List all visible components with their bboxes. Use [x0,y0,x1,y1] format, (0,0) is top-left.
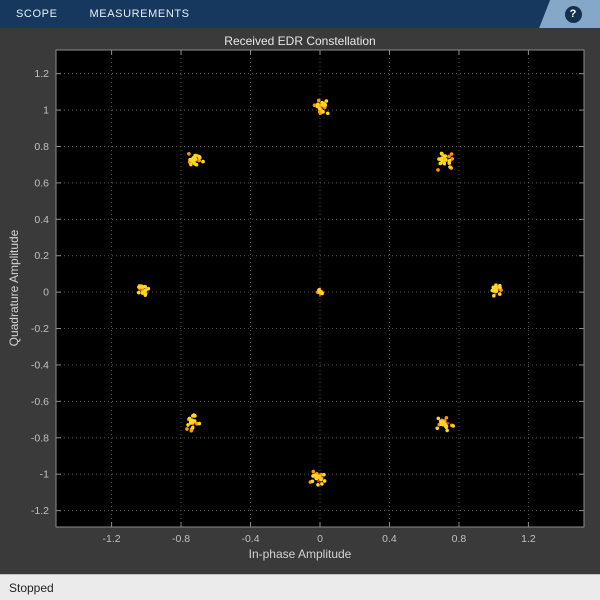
svg-text:1: 1 [43,105,49,117]
svg-text:-0.6: -0.6 [31,396,49,408]
tab-scope[interactable]: SCOPE [16,8,58,20]
status-text: Stopped [9,580,54,595]
svg-text:-0.2: -0.2 [31,323,49,335]
svg-text:-0.4: -0.4 [241,533,259,545]
y-axis-label: Quadrature Amplitude [7,229,21,347]
x-axis-label: In-phase Amplitude [248,547,352,561]
svg-text:-1: -1 [40,469,49,481]
status-bar: Stopped [0,574,600,600]
svg-text:-0.4: -0.4 [31,359,49,371]
plot-area[interactable]: -1.2 -0.8 -0.4 0 0.4 0.8 1.2 -1.2 -1 -0.8 -0.6 -0.4… [0,28,600,574]
svg-text:0.8: 0.8 [34,141,49,153]
svg-text:0.6: 0.6 [34,177,49,189]
svg-text:0: 0 [43,287,49,299]
svg-text:1.2: 1.2 [521,533,536,545]
figure-area: Received EDR Constellation -1.2 -0.8 -0.4 0… [0,28,600,574]
svg-text:1.2: 1.2 [34,68,49,80]
toolbar: SCOPE MEASUREMENTS ? [0,0,600,28]
svg-text:0.4: 0.4 [34,214,49,226]
help-icon[interactable]: ? [564,5,582,23]
svg-text:-0.8: -0.8 [172,533,190,545]
help-tab[interactable]: ? [539,0,600,28]
svg-text:-1.2: -1.2 [103,533,121,545]
svg-text:0.2: 0.2 [34,250,49,262]
svg-text:0: 0 [317,533,323,545]
svg-text:-1.2: -1.2 [31,505,49,517]
svg-text:-0.8: -0.8 [31,432,49,444]
tab-measurements[interactable]: MEASUREMENTS [89,8,190,20]
svg-text:0.8: 0.8 [452,533,467,545]
svg-text:0.4: 0.4 [382,533,397,545]
chart-title: Received EDR Constellation [224,34,376,48]
